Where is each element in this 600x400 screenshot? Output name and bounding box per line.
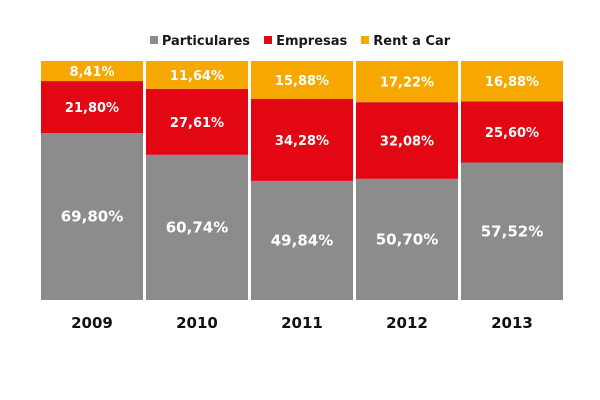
legend-swatch	[149, 36, 158, 44]
bar-segment-rent-a-car-2013	[461, 61, 563, 102]
bar-segment-particulares-2011	[251, 180, 353, 300]
legend-item-rent-a-car: Rent a Car	[361, 34, 450, 49]
bar-segment-particulares-2012	[356, 178, 458, 300]
legend-item-particulares: Particulares	[149, 34, 251, 49]
data-label: 32,08%	[380, 134, 434, 149]
bar-segment-rent-a-car-2012	[356, 61, 458, 103]
legend-swatch	[361, 36, 370, 44]
data-label: 25,60%	[485, 126, 539, 141]
bar-segment-empresas-2009	[41, 81, 143, 134]
data-label: 60,74%	[166, 218, 228, 236]
chart-legend: Particulares Empresas Rent a Car	[0, 34, 600, 49]
x-tick-label: 2009	[71, 314, 113, 332]
data-label: 15,88%	[275, 74, 329, 89]
legend-swatch	[264, 36, 273, 44]
bar-segment-particulares-2013	[461, 162, 563, 300]
bar-segment-empresas-2011	[251, 98, 353, 181]
legend-label: Rent a Car	[373, 34, 451, 49]
bar-segment-particulares-2010	[146, 154, 248, 300]
bar-segment-particulares-2009	[41, 133, 143, 300]
data-label: 50,70%	[376, 230, 438, 248]
legend-item-empresas: Empresas	[264, 34, 347, 49]
x-tick-label: 2012	[386, 314, 428, 332]
data-label: 17,22%	[380, 76, 434, 91]
bar-segment-empresas-2012	[356, 102, 458, 179]
x-tick-label: 2010	[176, 314, 218, 332]
data-label: 57,52%	[481, 222, 543, 240]
data-label: 69,80%	[61, 208, 123, 226]
x-tick-label: 2013	[491, 314, 533, 332]
bar-segment-empresas-2013	[461, 101, 563, 163]
bar-segment-empresas-2010	[146, 88, 248, 155]
legend-label: Particulares	[161, 34, 251, 49]
legend-label: Empresas	[276, 34, 348, 49]
data-label: 49,84%	[271, 231, 333, 249]
data-label: 34,28%	[275, 134, 329, 149]
x-tick-label: 2011	[281, 314, 323, 332]
data-label: 21,80%	[65, 101, 119, 116]
bar-segment-rent-a-car-2009	[41, 60, 143, 82]
data-label: 8,41%	[69, 65, 114, 80]
bar-segment-rent-a-car-2011	[251, 61, 353, 99]
data-label: 16,88%	[485, 75, 539, 90]
data-label: 11,64%	[170, 69, 224, 84]
bar-segment-rent-a-car-2010	[146, 61, 248, 89]
data-label: 27,61%	[170, 116, 224, 131]
